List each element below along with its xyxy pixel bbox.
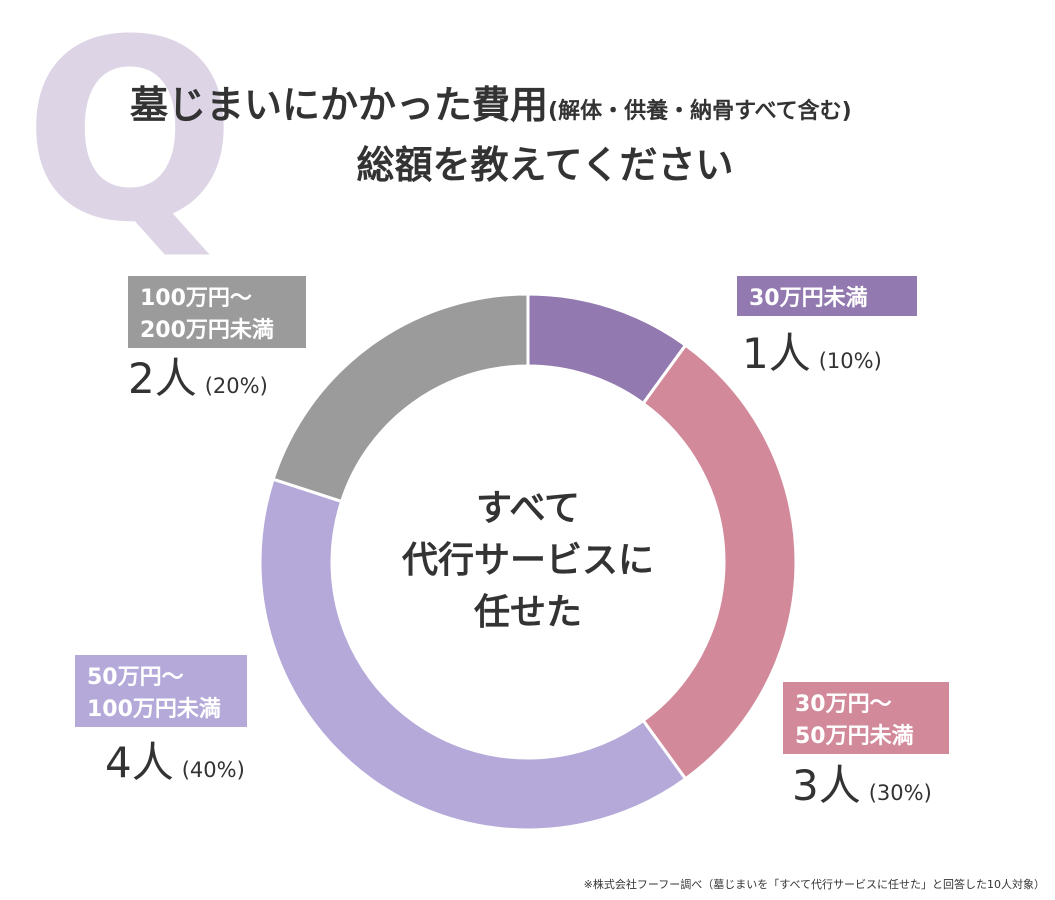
center-text: 任せた [474,592,582,633]
footnote: ※株式会社フーフー調べ（墓じまいを「すべて代行サービスに任せた」と回答した10人… [584,877,1045,891]
value-label: 3人 [792,761,861,810]
center-text: 代行サービスに [401,540,654,581]
category-label: 50万円未満 [795,723,914,749]
label-box [75,655,247,727]
category-label: 30万円未満 [749,285,868,311]
percent-label: (30%) [869,781,932,805]
donut-slice [641,343,798,781]
category-label: 30万円〜 [795,692,892,717]
category-label: 100万円未満 [87,696,221,722]
percent-label: (20%) [205,374,268,398]
category-label: 50万円〜 [87,665,184,690]
title-main: 墓じまいにかかった費用 [130,83,548,127]
donut-slice [258,477,688,832]
value-text: 3人 (30%) [792,761,932,810]
center-text: すべて [476,488,580,529]
title-note: (解体・供養・納骨すべて含む) [548,98,852,124]
q-mark: Q [24,0,237,277]
value-label: 1人 [742,329,811,378]
donut-slice [271,292,530,504]
value-label: 2人 [128,354,197,403]
percent-label: (40%) [182,758,245,782]
category-label: 100万円〜 [140,286,252,311]
value-text: 1人 (10%) [742,329,882,378]
label-box [737,276,917,316]
subtitle: 総額を教えてください [357,143,734,187]
value-text: 4人 (40%) [105,738,245,787]
value-text: 2人 (20%) [128,354,268,403]
value-label: 4人 [105,738,174,787]
title: 墓じまいにかかった費用(解体・供養・納骨すべて含む) [130,83,852,127]
label-box [783,682,949,754]
percent-label: (10%) [819,349,882,373]
label-box [128,276,306,348]
category-label: 200万円未満 [140,317,274,343]
